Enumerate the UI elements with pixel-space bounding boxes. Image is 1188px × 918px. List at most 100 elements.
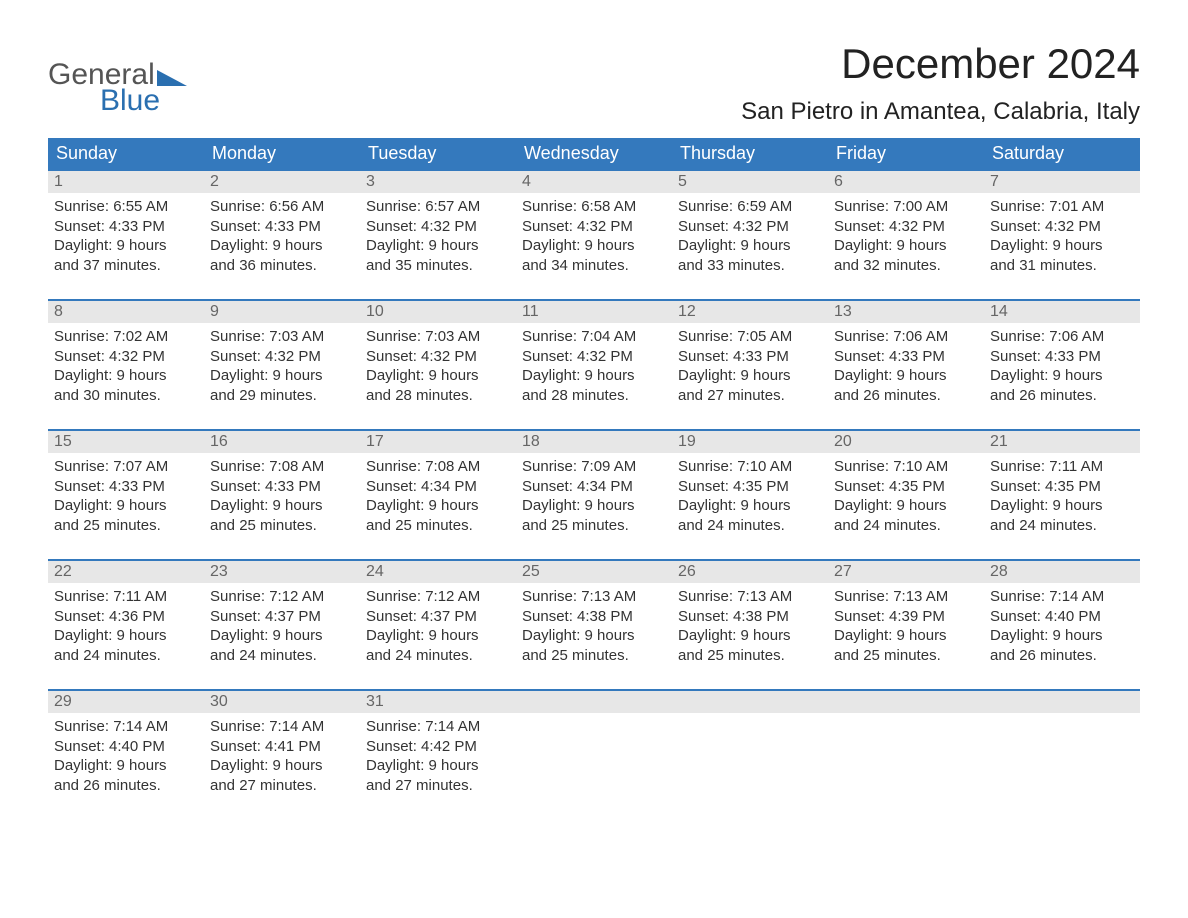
sunrise-text: Sunrise: 6:55 AM: [54, 197, 198, 217]
sunrise-text: Sunrise: 7:03 AM: [366, 327, 510, 347]
daylight-line1: Daylight: 9 hours: [210, 496, 354, 516]
daylight-line2: and 26 minutes.: [990, 646, 1134, 666]
sunset-text: Sunset: 4:32 PM: [366, 217, 510, 237]
day-details: Sunrise: 7:13 AMSunset: 4:38 PMDaylight:…: [516, 583, 672, 665]
daylight-line2: and 24 minutes.: [210, 646, 354, 666]
week-row: 15Sunrise: 7:07 AMSunset: 4:33 PMDayligh…: [48, 429, 1140, 541]
calendar: SundayMondayTuesdayWednesdayThursdayFrid…: [48, 138, 1140, 801]
day-cell: [828, 691, 984, 801]
day-cell: 3Sunrise: 6:57 AMSunset: 4:32 PMDaylight…: [360, 171, 516, 281]
sunrise-text: Sunrise: 7:08 AM: [210, 457, 354, 477]
daylight-line2: and 30 minutes.: [54, 386, 198, 406]
daylight-line2: and 29 minutes.: [210, 386, 354, 406]
day-number: 15: [48, 431, 204, 453]
day-cell: 1Sunrise: 6:55 AMSunset: 4:33 PMDaylight…: [48, 171, 204, 281]
day-cell: 29Sunrise: 7:14 AMSunset: 4:40 PMDayligh…: [48, 691, 204, 801]
day-number: 18: [516, 431, 672, 453]
day-details: Sunrise: 7:10 AMSunset: 4:35 PMDaylight:…: [672, 453, 828, 535]
sunset-text: Sunset: 4:38 PM: [522, 607, 666, 627]
daylight-line1: Daylight: 9 hours: [990, 236, 1134, 256]
day-details: Sunrise: 7:03 AMSunset: 4:32 PMDaylight:…: [360, 323, 516, 405]
daylight-line1: Daylight: 9 hours: [522, 626, 666, 646]
sunset-text: Sunset: 4:40 PM: [990, 607, 1134, 627]
sunrise-text: Sunrise: 7:06 AM: [990, 327, 1134, 347]
daylight-line2: and 27 minutes.: [210, 776, 354, 796]
sunrise-text: Sunrise: 7:13 AM: [522, 587, 666, 607]
day-number: 30: [204, 691, 360, 713]
daylight-line1: Daylight: 9 hours: [678, 236, 822, 256]
day-number: 31: [360, 691, 516, 713]
sunset-text: Sunset: 4:33 PM: [54, 477, 198, 497]
daylight-line1: Daylight: 9 hours: [54, 626, 198, 646]
week-row: 22Sunrise: 7:11 AMSunset: 4:36 PMDayligh…: [48, 559, 1140, 671]
day-details: Sunrise: 7:09 AMSunset: 4:34 PMDaylight:…: [516, 453, 672, 535]
sunrise-text: Sunrise: 6:56 AM: [210, 197, 354, 217]
sunrise-text: Sunrise: 7:04 AM: [522, 327, 666, 347]
daylight-line1: Daylight: 9 hours: [366, 626, 510, 646]
daylight-line1: Daylight: 9 hours: [834, 366, 978, 386]
daylight-line2: and 24 minutes.: [366, 646, 510, 666]
day-details: Sunrise: 7:13 AMSunset: 4:38 PMDaylight:…: [672, 583, 828, 665]
day-details: Sunrise: 7:11 AMSunset: 4:35 PMDaylight:…: [984, 453, 1140, 535]
daylight-line1: Daylight: 9 hours: [54, 496, 198, 516]
daylight-line2: and 36 minutes.: [210, 256, 354, 276]
day-cell: 11Sunrise: 7:04 AMSunset: 4:32 PMDayligh…: [516, 301, 672, 411]
day-number: 6: [828, 171, 984, 193]
day-number: 14: [984, 301, 1140, 323]
day-details: Sunrise: 7:08 AMSunset: 4:33 PMDaylight:…: [204, 453, 360, 535]
sunset-text: Sunset: 4:32 PM: [678, 217, 822, 237]
sunset-text: Sunset: 4:32 PM: [522, 217, 666, 237]
daylight-line1: Daylight: 9 hours: [678, 626, 822, 646]
daylight-line2: and 25 minutes.: [834, 646, 978, 666]
daylight-line2: and 25 minutes.: [522, 516, 666, 536]
daylight-line2: and 28 minutes.: [522, 386, 666, 406]
daylight-line2: and 24 minutes.: [678, 516, 822, 536]
week-row: 1Sunrise: 6:55 AMSunset: 4:33 PMDaylight…: [48, 169, 1140, 281]
day-number: 17: [360, 431, 516, 453]
day-number: 25: [516, 561, 672, 583]
day-details: Sunrise: 6:58 AMSunset: 4:32 PMDaylight:…: [516, 193, 672, 275]
sunset-text: Sunset: 4:32 PM: [54, 347, 198, 367]
week-row: 8Sunrise: 7:02 AMSunset: 4:32 PMDaylight…: [48, 299, 1140, 411]
day-details: Sunrise: 7:10 AMSunset: 4:35 PMDaylight:…: [828, 453, 984, 535]
day-cell: 16Sunrise: 7:08 AMSunset: 4:33 PMDayligh…: [204, 431, 360, 541]
page-title: December 2024: [741, 40, 1140, 88]
day-details: Sunrise: 7:04 AMSunset: 4:32 PMDaylight:…: [516, 323, 672, 405]
sunset-text: Sunset: 4:32 PM: [366, 347, 510, 367]
day-details: Sunrise: 7:14 AMSunset: 4:41 PMDaylight:…: [204, 713, 360, 795]
sunrise-text: Sunrise: 7:02 AM: [54, 327, 198, 347]
daylight-line1: Daylight: 9 hours: [990, 496, 1134, 516]
day-cell: 23Sunrise: 7:12 AMSunset: 4:37 PMDayligh…: [204, 561, 360, 671]
day-details: Sunrise: 6:55 AMSunset: 4:33 PMDaylight:…: [48, 193, 204, 275]
daylight-line1: Daylight: 9 hours: [522, 366, 666, 386]
sunset-text: Sunset: 4:35 PM: [678, 477, 822, 497]
day-details: Sunrise: 7:03 AMSunset: 4:32 PMDaylight:…: [204, 323, 360, 405]
day-number: 19: [672, 431, 828, 453]
days-of-week-header: SundayMondayTuesdayWednesdayThursdayFrid…: [48, 138, 1140, 169]
daylight-line2: and 26 minutes.: [990, 386, 1134, 406]
day-number: 28: [984, 561, 1140, 583]
sunrise-text: Sunrise: 7:14 AM: [366, 717, 510, 737]
day-number: 24: [360, 561, 516, 583]
sunset-text: Sunset: 4:41 PM: [210, 737, 354, 757]
day-number: 5: [672, 171, 828, 193]
daylight-line2: and 27 minutes.: [366, 776, 510, 796]
daylight-line2: and 27 minutes.: [678, 386, 822, 406]
day-cell: 18Sunrise: 7:09 AMSunset: 4:34 PMDayligh…: [516, 431, 672, 541]
sunrise-text: Sunrise: 7:01 AM: [990, 197, 1134, 217]
day-cell: 13Sunrise: 7:06 AMSunset: 4:33 PMDayligh…: [828, 301, 984, 411]
daylight-line1: Daylight: 9 hours: [834, 496, 978, 516]
day-details: Sunrise: 7:12 AMSunset: 4:37 PMDaylight:…: [204, 583, 360, 665]
sunrise-text: Sunrise: 6:59 AM: [678, 197, 822, 217]
day-cell: 26Sunrise: 7:13 AMSunset: 4:38 PMDayligh…: [672, 561, 828, 671]
day-details: Sunrise: 7:00 AMSunset: 4:32 PMDaylight:…: [828, 193, 984, 275]
daylight-line2: and 26 minutes.: [54, 776, 198, 796]
logo: General Blue: [48, 40, 187, 116]
day-cell: 8Sunrise: 7:02 AMSunset: 4:32 PMDaylight…: [48, 301, 204, 411]
daylight-line1: Daylight: 9 hours: [366, 756, 510, 776]
sunset-text: Sunset: 4:32 PM: [990, 217, 1134, 237]
day-cell: 7Sunrise: 7:01 AMSunset: 4:32 PMDaylight…: [984, 171, 1140, 281]
sunrise-text: Sunrise: 7:11 AM: [54, 587, 198, 607]
sunrise-text: Sunrise: 7:05 AM: [678, 327, 822, 347]
sunrise-text: Sunrise: 7:10 AM: [834, 457, 978, 477]
